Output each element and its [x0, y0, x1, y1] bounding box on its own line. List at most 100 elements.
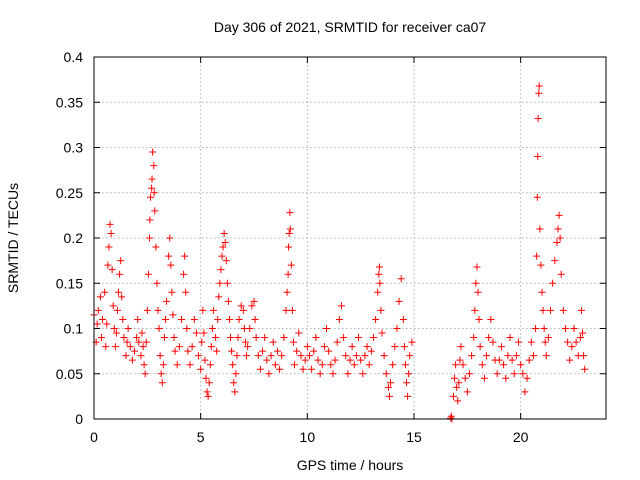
data-point-marker — [465, 370, 473, 378]
data-point-marker — [359, 370, 367, 378]
data-point-marker — [557, 270, 565, 278]
data-point-marker — [154, 306, 162, 314]
data-point-marker — [384, 383, 392, 391]
data-point-marker — [229, 361, 237, 369]
data-point-marker — [485, 334, 493, 342]
data-point-marker — [525, 356, 533, 364]
data-point-marker — [165, 252, 173, 260]
data-point-marker — [463, 388, 471, 396]
data-point-marker — [254, 352, 262, 360]
data-point-marker — [208, 325, 216, 332]
data-point-marker — [515, 338, 523, 346]
data-point-marker — [399, 315, 407, 323]
data-point-marker — [169, 311, 177, 319]
data-point-marker — [363, 343, 371, 351]
data-point-marker — [259, 347, 267, 355]
data-point-marker — [308, 365, 316, 373]
data-point-marker — [276, 365, 284, 373]
data-point-marker — [217, 266, 225, 274]
x-tick-labels: 0 5 10 15 20 — [90, 429, 529, 445]
data-point-marker — [243, 352, 251, 360]
data-point-marker — [273, 347, 281, 355]
data-point-marker — [344, 370, 352, 378]
data-point-marker — [572, 338, 580, 346]
data-point-marker — [213, 347, 221, 355]
data-point-marker — [449, 392, 457, 400]
data-point-marker — [287, 261, 295, 269]
data-point-marker — [283, 288, 291, 296]
data-point-marker — [206, 361, 214, 369]
data-point-marker — [271, 361, 279, 369]
data-point-marker — [113, 306, 121, 314]
data-point-marker — [310, 347, 318, 355]
data-point-marker — [199, 306, 207, 314]
data-point-marker — [495, 356, 503, 364]
data-point-marker — [120, 334, 128, 342]
data-point-marker — [337, 302, 345, 310]
data-point-marker — [221, 239, 229, 247]
data-point-marker — [473, 263, 481, 271]
data-point-marker — [232, 370, 240, 378]
data-point-marker — [476, 343, 484, 351]
data-point-marker — [331, 356, 339, 364]
data-point-marker — [225, 315, 233, 323]
data-point-marker — [581, 365, 589, 373]
data-point-marker — [533, 193, 541, 201]
data-point-marker — [471, 306, 479, 314]
data-point-marker — [376, 279, 384, 287]
data-point-marker — [299, 365, 307, 373]
data-point-marker — [192, 329, 200, 337]
data-point-marker — [361, 352, 369, 360]
data-point-marker — [405, 370, 413, 378]
data-point-marker — [168, 288, 176, 296]
data-point-marker — [123, 338, 131, 346]
data-point-marker — [312, 334, 320, 342]
data-point-marker — [297, 352, 305, 360]
data-point-marker — [109, 302, 117, 310]
data-point-marker — [316, 370, 324, 378]
data-point-marker — [549, 279, 557, 287]
data-point-marker — [284, 270, 292, 278]
data-point-marker — [305, 352, 313, 360]
data-point-marker — [119, 315, 127, 323]
data-point-marker — [510, 370, 518, 378]
data-point-marker — [323, 325, 331, 332]
x-tick-label: 10 — [300, 429, 316, 445]
data-point-marker — [145, 234, 153, 242]
data-point-marker — [380, 352, 388, 360]
data-point-marker — [248, 302, 256, 310]
data-point-marker — [325, 347, 333, 355]
data-point-marker — [352, 352, 360, 360]
data-point-marker — [107, 229, 115, 237]
data-point-marker — [389, 361, 397, 369]
y-tick-label: 0.4 — [64, 49, 84, 65]
data-point-marker — [408, 338, 416, 346]
data-point-marker — [483, 352, 491, 360]
data-point-marker — [163, 297, 171, 305]
data-point-marker — [140, 361, 148, 369]
data-point-marker — [378, 329, 386, 337]
plot-area-border — [93, 56, 607, 420]
data-point-marker — [96, 293, 104, 301]
data-point-marker — [233, 352, 241, 360]
data-point-marker — [186, 361, 194, 369]
data-point-marker — [156, 352, 164, 360]
data-point-marker — [251, 315, 259, 323]
data-point-marker — [112, 329, 120, 337]
data-point-marker — [457, 343, 465, 351]
data-point-marker — [198, 338, 206, 346]
data-point-marker — [223, 279, 231, 287]
data-point-marker — [99, 315, 107, 323]
data-point-marker — [382, 370, 390, 378]
data-point-marker — [148, 175, 156, 183]
data-point-marker — [155, 325, 163, 332]
data-point-marker — [474, 288, 482, 296]
data-point-marker — [182, 288, 190, 296]
data-point-marker — [534, 115, 542, 123]
data-point-marker — [320, 343, 328, 351]
data-points — [90, 82, 589, 423]
data-point-marker — [137, 352, 145, 360]
data-point-marker — [452, 361, 460, 369]
data-point-marker — [219, 243, 227, 251]
y-tick-label: 0.1 — [64, 321, 84, 337]
